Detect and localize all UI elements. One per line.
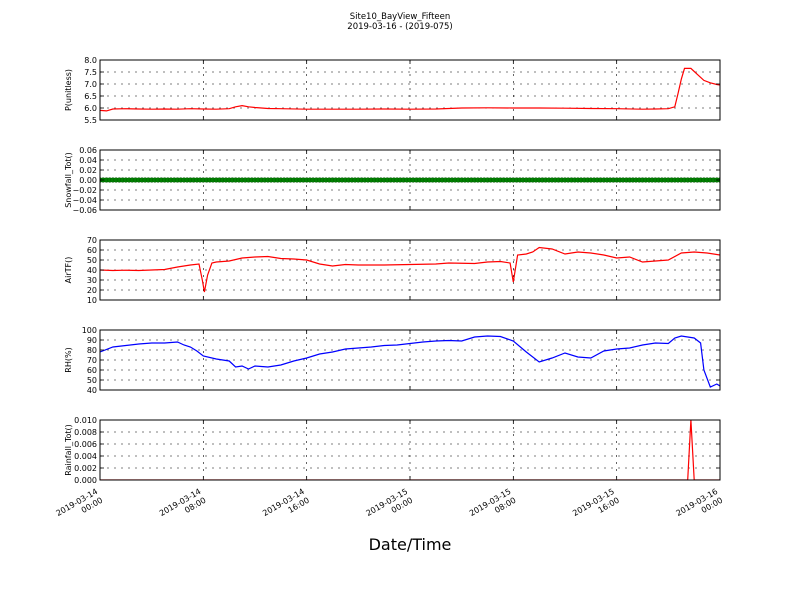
x-axis-label: Date/Time: [369, 535, 452, 554]
x-tick-label: 2019-03-1516:00: [571, 487, 621, 527]
y-axis-label: AirTF(): [64, 257, 73, 284]
y-tick-label: 20: [87, 286, 97, 295]
y-tick-label: 0.00: [79, 176, 97, 185]
series-line: [100, 335, 720, 388]
y-tick-label: 100: [82, 326, 97, 335]
chart-subtitle: 2019-03-16 - (2019-075): [347, 22, 452, 32]
panel-1: 5.5 6.0 6.5 7.0 7.5 8.0 P(unitless): [64, 56, 721, 125]
y-tick-label: 90: [87, 336, 97, 345]
y-tick-label: 10: [87, 296, 97, 305]
y-tick-label: 8.0: [84, 56, 97, 65]
y-axis-label: Rainfall_Tot(): [64, 424, 73, 476]
chart-title: Site10_BayView_Fifteen: [350, 12, 451, 22]
panels-group: 5.5 6.0 6.5 7.0 7.5 8.0 P(unitless) −0.06−0.04−…: [64, 56, 721, 485]
y-tick-label: 0.010: [74, 416, 97, 425]
x-tick-label: 2019-03-1400:00: [54, 487, 104, 527]
y-tick-label: 0.008: [74, 428, 97, 437]
x-tick-label: 2019-03-1508:00: [468, 487, 518, 527]
y-tick-label: 80: [87, 346, 97, 355]
y-tick-label: 0.006: [74, 440, 97, 449]
y-axis-label: Snowfall_Tot(): [64, 152, 73, 208]
y-tick-label: 7.0: [84, 80, 97, 89]
y-tick-label: 60: [87, 246, 97, 255]
y-tick-label: 7.5: [84, 68, 97, 77]
x-tick-label: 2019-03-1408:00: [158, 487, 208, 527]
y-tick-label: 70: [87, 356, 97, 365]
y-tick-label: 50: [87, 256, 97, 265]
y-tick-label: 0.000: [74, 476, 97, 485]
y-tick-label: 0.04: [79, 156, 97, 165]
y-tick-label: 0.004: [74, 452, 97, 461]
y-tick-label: 50: [87, 376, 97, 385]
y-tick-label: −0.02: [72, 186, 97, 195]
y-tick-label: 70: [87, 236, 97, 245]
y-axis-label: RH(%): [64, 347, 73, 372]
y-tick-label: −0.06: [72, 206, 97, 215]
series-line: [100, 67, 720, 112]
y-axis-label: P(unitless): [64, 69, 73, 111]
x-tick-label: 2019-03-1500:00: [364, 487, 414, 527]
panel-2: −0.06−0.04−0.020.000.020.040.06 Snowfall_…: [64, 146, 721, 215]
y-tick-label: 40: [87, 386, 97, 395]
panel-5: 0.000 0.002 0.004 0.006 0.008 0.010Rainfall_T…: [64, 416, 721, 485]
y-tick-label: −0.04: [72, 196, 97, 205]
series-line: [100, 246, 720, 293]
series-markers: [100, 177, 720, 183]
y-tick-label: 30: [87, 276, 97, 285]
y-tick-label: 6.0: [84, 104, 97, 113]
y-tick-label: 0.002: [74, 464, 97, 473]
y-tick-label: 0.02: [79, 166, 97, 175]
y-tick-label: 5.5: [84, 116, 97, 125]
x-tick-label: 2019-03-1600:00: [674, 487, 724, 527]
y-tick-label: 6.5: [84, 92, 97, 101]
y-tick-label: 0.06: [79, 146, 97, 155]
y-tick-label: 40: [87, 266, 97, 275]
x-axis-ticks: 2019-03-1400:00 2019-03-1408:00 2019-03-14…: [54, 487, 724, 527]
x-tick-label: 2019-03-1416:00: [261, 487, 311, 527]
y-tick-label: 60: [87, 366, 97, 375]
